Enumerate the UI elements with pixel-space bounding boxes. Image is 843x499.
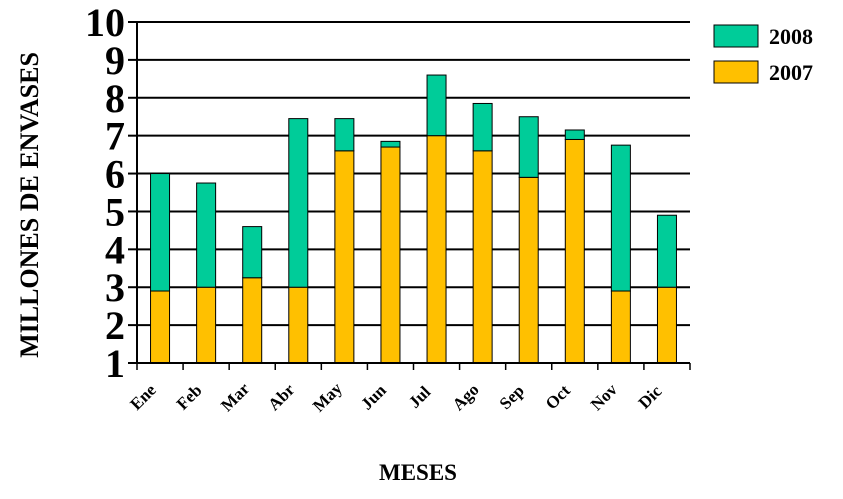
legend-swatch-2008 bbox=[713, 24, 759, 48]
bar-2007-may bbox=[334, 150, 355, 364]
bar-2008-sep bbox=[518, 116, 539, 178]
y-tick-label: 10 bbox=[85, 0, 125, 45]
x-tick-label: Abr bbox=[264, 380, 298, 414]
bar-2007-sep bbox=[518, 176, 539, 364]
bars bbox=[150, 74, 677, 364]
y-tick-label: 3 bbox=[105, 265, 125, 310]
legend-swatch-2007 bbox=[713, 60, 759, 84]
bar-2007-oct bbox=[564, 138, 585, 364]
legend-label-2008: 2008 bbox=[769, 24, 813, 49]
x-tick-label: Oct bbox=[542, 381, 574, 413]
bar-2007-ene bbox=[150, 290, 171, 364]
x-tick-label: Feb bbox=[173, 381, 206, 414]
x-tick-label: Ago bbox=[449, 380, 483, 414]
bar-2008-abr bbox=[288, 118, 309, 288]
x-tick-label: Nov bbox=[587, 380, 621, 414]
bar-2007-mar bbox=[242, 277, 263, 364]
x-tick-labels: Ene Feb Mar Abr May Jun Jul Ago Sep Oct Nov Dic bbox=[126, 378, 665, 415]
bar-2007-abr bbox=[288, 286, 309, 364]
bar-2008-ago bbox=[472, 102, 493, 152]
y-tick-label: 4 bbox=[105, 227, 125, 272]
y-tick-label: 6 bbox=[105, 152, 125, 197]
bar-2007-ago bbox=[472, 150, 493, 364]
legend: 2008 2007 bbox=[713, 24, 813, 85]
y-tick-label: 8 bbox=[105, 76, 125, 121]
bar-2007-feb bbox=[196, 286, 217, 364]
bar-2008-nov bbox=[610, 144, 631, 292]
bar-2008-dic bbox=[656, 214, 677, 288]
y-tick-label: 9 bbox=[105, 38, 125, 83]
bar-2008-ene bbox=[150, 173, 171, 292]
bar-2008-may bbox=[334, 118, 355, 152]
x-tick-label: Jul bbox=[405, 382, 435, 412]
bar-2008-oct bbox=[564, 129, 585, 140]
legend-label-2007: 2007 bbox=[769, 60, 813, 85]
y-tick-label: 2 bbox=[105, 303, 125, 348]
y-tick-label: 1 bbox=[105, 341, 125, 386]
bar-2008-feb bbox=[196, 182, 217, 288]
x-tick-label: Jun bbox=[357, 380, 390, 413]
bar-2007-jun bbox=[380, 146, 401, 364]
bar-2008-mar bbox=[242, 226, 263, 279]
gridlines bbox=[137, 21, 690, 327]
x-axis-label: MESES bbox=[379, 460, 457, 485]
x-tick-label: Mar bbox=[217, 379, 253, 415]
axes bbox=[128, 21, 691, 370]
bar-2007-dic bbox=[656, 286, 677, 364]
bar-2007-jul bbox=[426, 135, 447, 364]
x-tick-label: May bbox=[309, 378, 346, 415]
y-tick-label: 7 bbox=[105, 114, 125, 159]
x-tick-label: Sep bbox=[496, 381, 528, 413]
bar-2008-jun bbox=[380, 140, 401, 148]
bar-2008-jul bbox=[426, 74, 447, 137]
x-tick-label: Ene bbox=[126, 380, 160, 414]
y-axis-label: MILLONES DE ENVASES bbox=[15, 52, 44, 358]
bar-2007-nov bbox=[610, 290, 631, 364]
y-tick-label: 5 bbox=[105, 189, 125, 234]
x-tick-label: Dic bbox=[635, 381, 666, 412]
